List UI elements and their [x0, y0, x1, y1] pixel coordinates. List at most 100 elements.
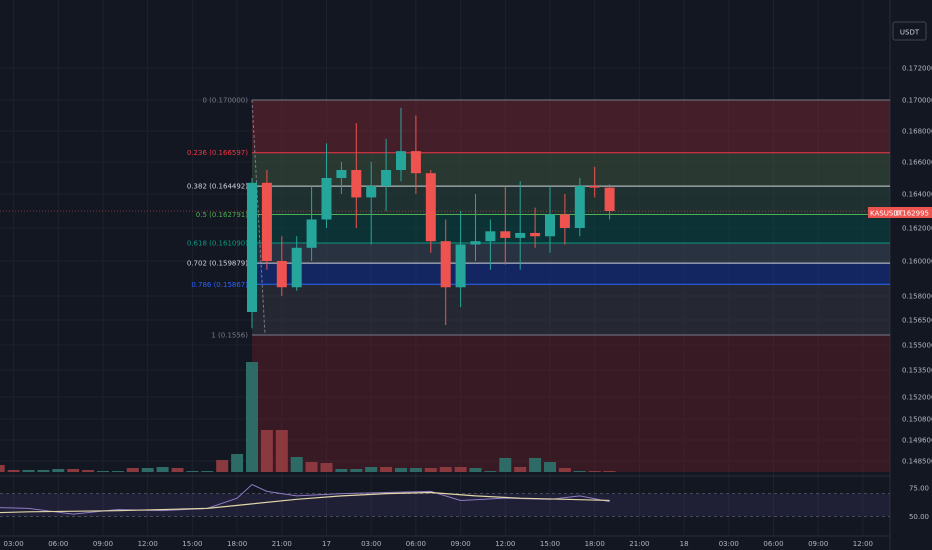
candle-body	[306, 219, 317, 248]
candle-body	[247, 182, 257, 312]
volume-bar	[216, 460, 229, 472]
rsi-tick-label: 50.00	[909, 513, 929, 521]
candle-body	[440, 241, 451, 288]
volume-bar	[365, 467, 378, 472]
volume-bar	[380, 467, 393, 472]
candle-body	[559, 214, 570, 228]
volume-bar	[67, 469, 80, 472]
price-tag-value: 0.162995	[896, 210, 929, 218]
price-tick-label: 0.148500	[902, 458, 932, 466]
volume-bar	[499, 458, 512, 472]
volume-bar	[588, 471, 601, 472]
candle-body	[530, 232, 541, 237]
fib-level-label: 0 (0.170000)	[202, 97, 248, 105]
fib-zone	[252, 263, 890, 285]
time-tick-label: 17	[322, 540, 331, 548]
price-tag	[868, 207, 932, 218]
volume-bar	[246, 362, 258, 472]
volume-bar	[484, 471, 497, 472]
volume-bar	[111, 471, 124, 472]
candle-body	[485, 231, 496, 242]
volume-bar	[141, 468, 154, 472]
time-tick-label: 21:00	[272, 540, 292, 548]
candle-body	[351, 170, 362, 198]
fib-zone	[252, 284, 890, 335]
candle-body	[425, 173, 436, 242]
candle-body	[291, 247, 302, 288]
fib-zone	[252, 152, 890, 187]
candle-body	[574, 186, 585, 228]
volume-bar	[439, 467, 452, 472]
volume-bar	[424, 468, 437, 472]
time-tick-label: 06:00	[763, 540, 783, 548]
candle-body	[545, 214, 555, 237]
time-tick-label: 12:00	[495, 540, 515, 548]
candle-body	[410, 151, 421, 174]
time-axis[interactable]: 03:00 06:00 09:00 12:00 15:00 18:00 21:00 17 03:…	[4, 540, 873, 548]
volume-bar	[454, 467, 467, 472]
time-tick-label: 09:00	[451, 540, 471, 548]
volume-bar	[156, 467, 169, 472]
time-tick-label: 18	[680, 540, 689, 548]
fib-level-label: 0.236 (0.166597)	[187, 149, 248, 157]
volume-bar	[22, 470, 35, 472]
volume-bar	[558, 468, 571, 472]
price-tick-label: 0.170000	[902, 97, 932, 105]
volume-bar	[335, 469, 348, 472]
time-tick-label: 09:00	[808, 540, 828, 548]
fib-trend-line[interactable]	[251, 99, 266, 336]
fib-level-label: 0.5 (0.162791)	[196, 211, 248, 219]
volume-bar	[350, 469, 363, 472]
fib-level-label: 0.786 (0.15867)	[191, 281, 248, 289]
volume-bar	[171, 468, 184, 472]
candle-body	[336, 170, 347, 178]
time-tick-label: 06:00	[48, 540, 68, 548]
volume-bar	[395, 468, 407, 472]
volume-bar	[305, 462, 318, 472]
candle-body	[589, 186, 600, 188]
volume-bar	[260, 430, 273, 472]
time-tick-label: 12:00	[138, 540, 158, 548]
rsi-line	[0, 483, 610, 515]
time-tick-label: 21:00	[629, 540, 649, 548]
candle-body	[261, 182, 272, 261]
time-tick-label: 12:00	[853, 540, 873, 548]
time-tick-label: 03:00	[719, 540, 739, 548]
volume-bar	[290, 457, 303, 472]
fib-zone	[252, 100, 890, 153]
candle-body	[604, 187, 615, 211]
candle-body	[455, 244, 466, 288]
volume-bars	[0, 362, 616, 472]
fib-zone	[252, 186, 890, 215]
candle-body	[276, 261, 287, 288]
fib-extension-zone	[252, 335, 890, 472]
volume-bar	[529, 458, 542, 472]
volume-bar	[469, 468, 482, 472]
fib-zone	[252, 243, 890, 264]
candle-body	[470, 241, 481, 245]
time-tick-label: 06:00	[406, 540, 426, 548]
candle-body	[500, 231, 511, 238]
candle-body	[321, 178, 332, 220]
candle-body	[515, 232, 526, 238]
candle-body	[396, 151, 406, 170]
fib-level-label: 1 (0.1556)	[211, 332, 248, 340]
time-tick-label: 18:00	[227, 540, 247, 548]
volume-bar	[603, 471, 616, 472]
volume-bar	[275, 430, 288, 472]
currency-badge[interactable]	[892, 21, 927, 41]
candle-body	[366, 186, 377, 198]
volume-bar	[0, 465, 5, 472]
rsi-tick-label: 75.00	[909, 484, 929, 492]
